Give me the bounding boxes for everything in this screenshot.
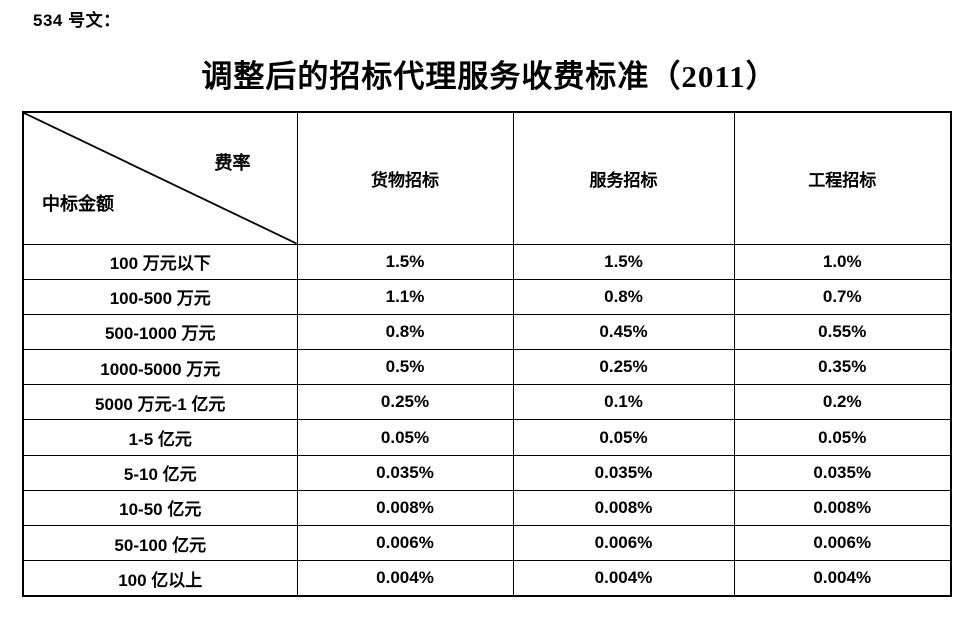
service-rate-cell: 0.05% <box>512 419 735 456</box>
fee-table-header-row: 费率 中标金额 货物招标 服务招标 工程招标 <box>22 111 952 245</box>
service-rate-cell: 0.25% <box>512 349 735 386</box>
table-row: 100 万元以下 1.5% 1.5% 1.0% <box>22 243 952 280</box>
goods-rate-cell: 0.5% <box>296 349 514 386</box>
works-rate-cell: 0.2% <box>733 384 952 421</box>
amount-range-cell: 100 万元以下 <box>22 243 298 280</box>
goods-rate-cell: 1.1% <box>296 278 514 315</box>
works-rate-cell: 0.35% <box>733 349 952 386</box>
works-rate-cell: 0.55% <box>733 313 952 351</box>
amount-range-cell: 50-100 亿元 <box>22 524 298 562</box>
page-title: 调整后的招标代理服务收费标准（2011） <box>201 59 778 94</box>
amount-range-cell: 1-5 亿元 <box>22 419 298 456</box>
amount-axis-label: 中标金额 <box>42 193 114 214</box>
goods-rate-cell: 0.035% <box>296 454 514 491</box>
table-row: 50-100 亿元 0.006% 0.006% 0.006% <box>22 524 952 562</box>
works-rate-cell: 0.006% <box>733 524 952 562</box>
column-header-goods-tender: 货物招标 <box>296 111 514 245</box>
works-rate-cell: 0.05% <box>733 419 952 456</box>
table-row: 10-50 亿元 0.008% 0.008% 0.008% <box>22 489 952 527</box>
table-row: 1000-5000 万元 0.5% 0.25% 0.35% <box>22 349 952 386</box>
amount-range-cell: 1000-5000 万元 <box>22 349 298 386</box>
goods-rate-cell: 0.004% <box>296 560 514 597</box>
amount-range-cell: 5-10 亿元 <box>22 454 298 491</box>
column-header-service-tender: 服务招标 <box>512 111 735 245</box>
fee-table: 费率 中标金额 货物招标 服务招标 工程招标 100 万元以下 1.5% 1.5… <box>22 111 952 597</box>
goods-rate-cell: 0.05% <box>296 419 514 456</box>
rate-axis-label: 费率 <box>214 153 251 173</box>
doc-number-label: 534 号文： <box>33 11 121 30</box>
amount-range-cell: 100 亿以上 <box>22 560 298 597</box>
fee-table-body: 100 万元以下 1.5% 1.5% 1.0% 100-500 万元 1.1% … <box>22 243 952 597</box>
amount-range-cell: 10-50 亿元 <box>22 489 298 527</box>
table-row: 5-10 亿元 0.035% 0.035% 0.035% <box>22 454 952 491</box>
table-row: 100 亿以上 0.004% 0.004% 0.004% <box>22 560 952 597</box>
service-rate-cell: 0.004% <box>512 560 735 597</box>
goods-rate-cell: 0.8% <box>296 313 514 351</box>
service-rate-cell: 0.035% <box>512 454 735 491</box>
service-rate-cell: 0.1% <box>512 384 735 421</box>
goods-rate-cell: 0.008% <box>296 489 514 527</box>
diagonal-divider-line <box>24 113 297 244</box>
works-rate-cell: 0.008% <box>733 489 952 527</box>
service-rate-cell: 0.8% <box>512 278 735 315</box>
amount-range-cell: 100-500 万元 <box>22 278 298 315</box>
service-rate-cell: 0.45% <box>512 313 735 351</box>
amount-range-cell: 5000 万元-1 亿元 <box>22 384 298 421</box>
table-row: 100-500 万元 1.1% 0.8% 0.7% <box>22 278 952 315</box>
goods-rate-cell: 0.006% <box>296 524 514 562</box>
works-rate-cell: 0.004% <box>733 560 952 597</box>
works-rate-cell: 1.0% <box>733 243 952 280</box>
goods-rate-cell: 0.25% <box>296 384 514 421</box>
service-rate-cell: 0.008% <box>512 489 735 527</box>
column-header-works-tender: 工程招标 <box>733 111 952 245</box>
works-rate-cell: 0.035% <box>733 454 952 491</box>
table-row: 1-5 亿元 0.05% 0.05% 0.05% <box>22 419 952 456</box>
works-rate-cell: 0.7% <box>733 278 952 315</box>
service-rate-cell: 1.5% <box>512 243 735 280</box>
table-row: 500-1000 万元 0.8% 0.45% 0.55% <box>22 313 952 351</box>
diagonal-header-cell: 费率 中标金额 <box>22 111 298 245</box>
service-rate-cell: 0.006% <box>512 524 735 562</box>
table-row: 5000 万元-1 亿元 0.25% 0.1% 0.2% <box>22 384 952 421</box>
amount-range-cell: 500-1000 万元 <box>22 313 298 351</box>
goods-rate-cell: 1.5% <box>296 243 514 280</box>
